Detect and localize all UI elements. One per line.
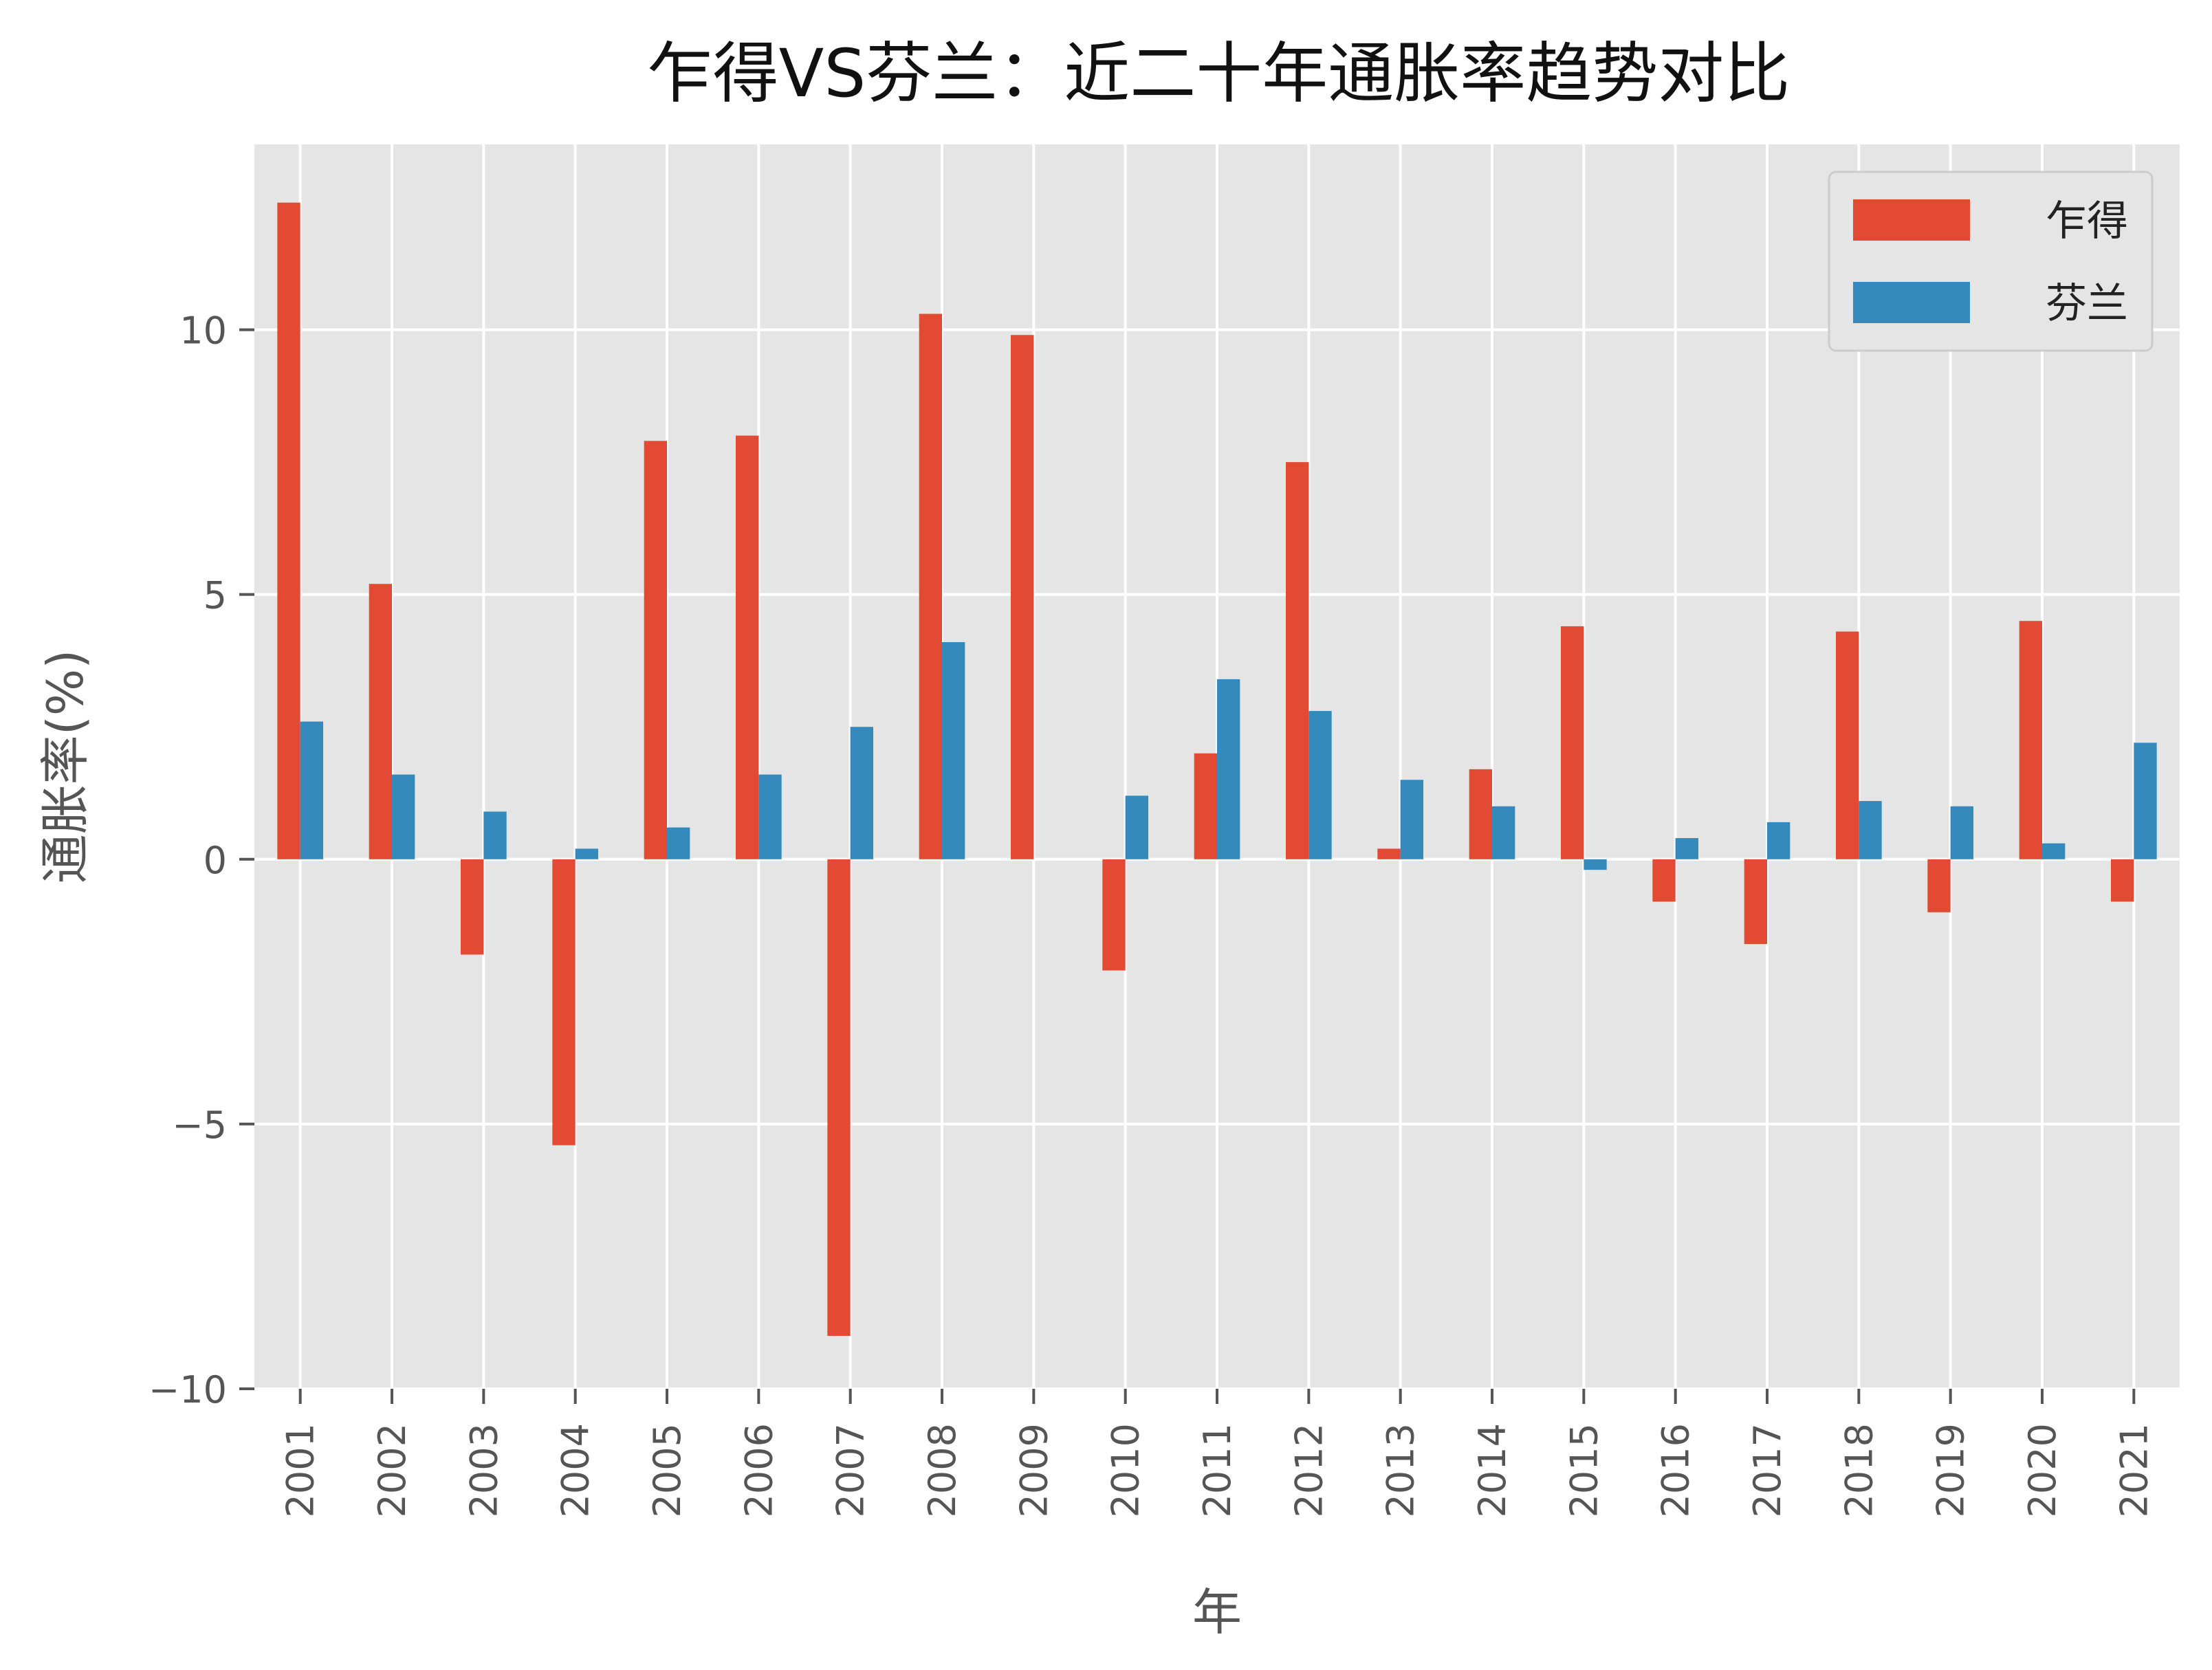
y-tick-label: −5	[172, 1103, 227, 1147]
bar-series-1	[827, 859, 851, 1336]
bar-series-2	[1217, 679, 1240, 859]
bar-series-2	[1767, 822, 1791, 859]
bars	[277, 202, 2157, 1336]
bar-series-2	[1400, 780, 1423, 859]
x-tick-label: 2018	[1837, 1423, 1881, 1517]
x-tick-label: 2007	[829, 1423, 873, 1517]
legend-label-2: 芬兰	[2046, 280, 2128, 328]
x-tick-label: 2003	[462, 1423, 505, 1517]
chart-title: 乍得VS芬兰：近二十年通胀率趋势对比	[647, 35, 1791, 112]
bar-series-1	[2111, 859, 2134, 902]
bar-series-1	[919, 314, 942, 859]
bar-series-1	[1286, 462, 1309, 859]
x-tick-label: 2006	[737, 1423, 780, 1517]
bar-series-2	[2134, 743, 2157, 859]
bar-series-2	[942, 642, 965, 859]
x-tick-label: 2020	[2021, 1423, 2064, 1517]
bar-series-2	[483, 811, 507, 859]
legend-swatch-1	[1853, 199, 1970, 241]
bar-series-1	[369, 584, 392, 859]
x-tick-label: 2015	[1562, 1423, 1606, 1517]
bar-series-1	[1102, 859, 1126, 971]
bar-series-1	[1561, 626, 1584, 859]
bar-series-2	[2042, 843, 2066, 859]
x-tick-label: 2012	[1287, 1423, 1331, 1517]
bar-series-1	[277, 202, 300, 859]
x-tick-label: 2016	[1654, 1423, 1698, 1517]
bar-series-2	[1492, 806, 1515, 859]
x-tick-label: 2021	[2112, 1423, 2156, 1517]
bar-series-1	[1927, 859, 1951, 912]
x-axis-label: 年	[1192, 1583, 1242, 1641]
bar-series-2	[850, 727, 873, 859]
bar-series-1	[1744, 859, 1767, 945]
bar-series-1	[2019, 621, 2042, 859]
bar-series-2	[1125, 795, 1148, 859]
x-tick-label: 2002	[371, 1423, 414, 1517]
x-tick-label: 2011	[1196, 1423, 1239, 1517]
y-tick-label: 5	[204, 574, 227, 617]
x-tick-label: 2019	[1929, 1423, 1973, 1517]
bar-series-2	[667, 827, 690, 859]
y-axis-label: 通胀率(%)	[36, 650, 94, 884]
bar-series-1	[1011, 335, 1034, 859]
x-tick-label: 2013	[1379, 1423, 1423, 1517]
y-tick-label: 0	[204, 839, 227, 882]
x-tick-label: 2005	[646, 1423, 689, 1517]
bar-series-2	[1308, 711, 1332, 859]
bar-series-1	[1652, 859, 1676, 902]
bar-series-1	[1377, 848, 1401, 859]
legend-label-1: 乍得	[2046, 197, 2128, 245]
bar-series-2	[1859, 801, 1882, 859]
y-tick-label: 10	[179, 309, 227, 353]
legend-swatch-2	[1853, 282, 1970, 323]
bar-series-2	[1675, 837, 1698, 859]
bar-series-2	[1584, 859, 1607, 870]
bar-series-1	[644, 441, 667, 859]
x-tick-label: 2001	[279, 1423, 322, 1517]
x-tick-label: 2017	[1746, 1423, 1789, 1517]
bar-series-1	[461, 859, 484, 955]
axes: −10 −5 0 5 10 2001 2002 2003 2004 2005 2006 2007 200…	[149, 309, 2156, 1518]
bar-series-2	[1950, 806, 1973, 859]
bar-series-2	[575, 848, 598, 859]
bar-series-2	[758, 774, 782, 859]
y-tick-label: −10	[149, 1368, 227, 1411]
bar-series-1	[1194, 753, 1217, 859]
x-tick-label: 2009	[1012, 1423, 1055, 1517]
x-tick-label: 2008	[921, 1423, 964, 1517]
x-tick-label: 2014	[1471, 1423, 1514, 1517]
bar-series-1	[552, 859, 576, 1145]
bar-series-2	[392, 774, 415, 859]
x-tick-label: 2010	[1104, 1423, 1148, 1517]
bar-series-2	[300, 721, 323, 859]
bar-series-1	[736, 435, 759, 859]
x-tick-label: 2004	[554, 1423, 598, 1517]
bar-series-1	[1469, 769, 1492, 859]
bar-series-1	[1836, 631, 1859, 859]
